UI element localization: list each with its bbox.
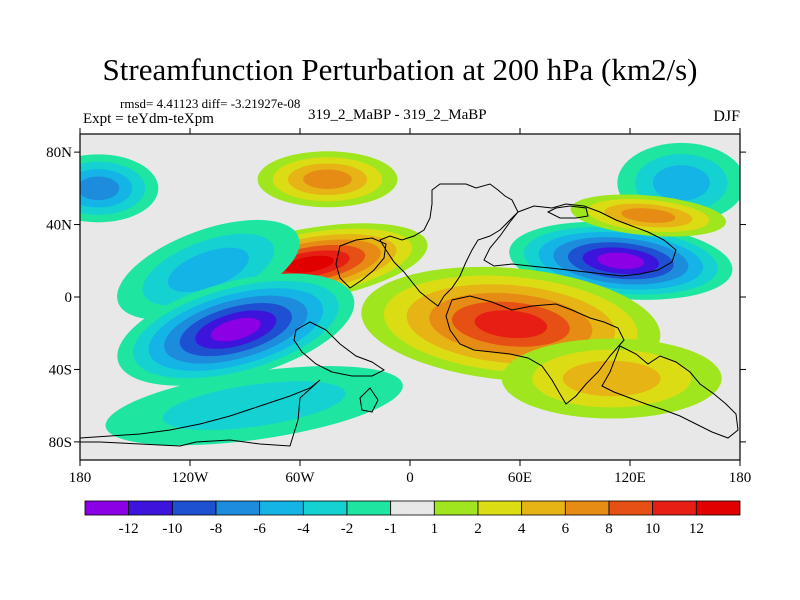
experiment-label: Expt = teYdm-teXpm (83, 111, 214, 127)
y-tick-label: 0 (65, 290, 73, 306)
contour-level (167, 247, 249, 293)
colorbar-swatch (652, 500, 697, 516)
colorbar-swatch (608, 500, 654, 516)
colorbar-label: 12 (689, 521, 704, 537)
colorbar-swatch (259, 500, 304, 516)
contour-level (303, 169, 352, 190)
coastline-south-america (445, 295, 625, 405)
colorbar-label: -4 (297, 521, 310, 537)
contour-level (597, 252, 645, 270)
contour-level (652, 165, 710, 201)
colorbar-swatch (346, 500, 392, 516)
x-tick-label: 60W (285, 470, 315, 486)
coastline-asia (483, 203, 677, 277)
colorbar-label: 4 (518, 521, 526, 537)
season-label: DJF (713, 108, 740, 125)
colorbar-label: 10 (645, 521, 660, 537)
colorbar-label: 2 (474, 521, 482, 537)
feature-southern-indian-ocean-high (501, 338, 722, 419)
colorbar-swatch (564, 500, 610, 516)
feature-arctic-ridge (257, 151, 398, 208)
y-axis: 80N 40N 0 40S 80S (46, 145, 746, 451)
chart-title: Streamfunction Perturbation at 200 hPa (… (102, 52, 698, 87)
colorbar-swatch (171, 500, 217, 516)
coastline-layer (80, 183, 739, 447)
contour-fill-layer (80, 142, 740, 446)
coastline-north-america (379, 183, 519, 307)
colorbar-swatch (390, 500, 435, 516)
colorbar-label: -6 (253, 521, 266, 537)
contour-level (562, 360, 661, 397)
run-label: 319_2_MaBP - 319_2_MaBP (308, 107, 487, 123)
y-tick-label: 80N (46, 145, 72, 161)
x-tick-label: 180 (69, 470, 92, 486)
feature-eastern-pacific-trough (117, 219, 300, 320)
colorbar-label: -8 (210, 521, 223, 537)
colorbar-swatch (695, 500, 741, 516)
contour-level (210, 317, 261, 342)
colorbar-label: -12 (119, 521, 139, 537)
coastline-antarctica (80, 379, 321, 447)
y-tick-label: 40S (49, 362, 72, 378)
coastline-africa (293, 321, 385, 377)
colorbar-label: 6 (562, 521, 570, 537)
contour-level (162, 381, 346, 431)
contour-level (474, 310, 548, 339)
y-tick-label: 80S (49, 435, 72, 451)
x-axis: 180 120W 60W 0 60E 120E 180 (69, 128, 752, 486)
feature-arctic-pacific-low (80, 154, 159, 223)
x-tick-label: 180 (729, 470, 752, 486)
feature-siberian-high (570, 194, 727, 237)
contour-level (621, 208, 676, 223)
contour-level (80, 176, 120, 201)
contour-level (284, 255, 335, 274)
coastline-south-atlantic (359, 387, 379, 413)
colorbar-label: 1 (431, 521, 439, 537)
colorbar-label: -2 (341, 521, 354, 537)
colorbar-swatch (128, 500, 173, 516)
colorbar-swatch (302, 500, 348, 516)
colorbar-swatch (521, 500, 566, 516)
x-tick-label: 120W (172, 470, 210, 486)
colorbar-swatch (215, 500, 261, 516)
colorbar-swatch (477, 500, 523, 516)
colorbar-label: -10 (162, 521, 182, 537)
coastline-australia (601, 345, 739, 439)
colorbar-swatch (84, 500, 130, 516)
x-tick-label: 120E (614, 470, 646, 486)
coastline-arctic (546, 205, 589, 219)
x-tick-label: 0 (406, 470, 414, 486)
rmsd-diff-stats: rmsd= 4.41123 diff= -3.21927e-08 (120, 96, 301, 111)
x-tick-label: 60E (508, 470, 532, 486)
colorbar-label: 8 (605, 521, 613, 537)
coastline-europe (335, 237, 387, 289)
feature-southern-pacific-low (117, 273, 355, 386)
feature-southern-ocean-low (105, 366, 403, 446)
colorbar-label: -1 (384, 521, 397, 537)
colorbar-swatch (433, 500, 479, 516)
colorbar: -12 -10 -8 -6 -4 -2 -1 1 2 4 6 8 10 12 (84, 500, 741, 537)
y-tick-label: 40N (46, 218, 72, 234)
